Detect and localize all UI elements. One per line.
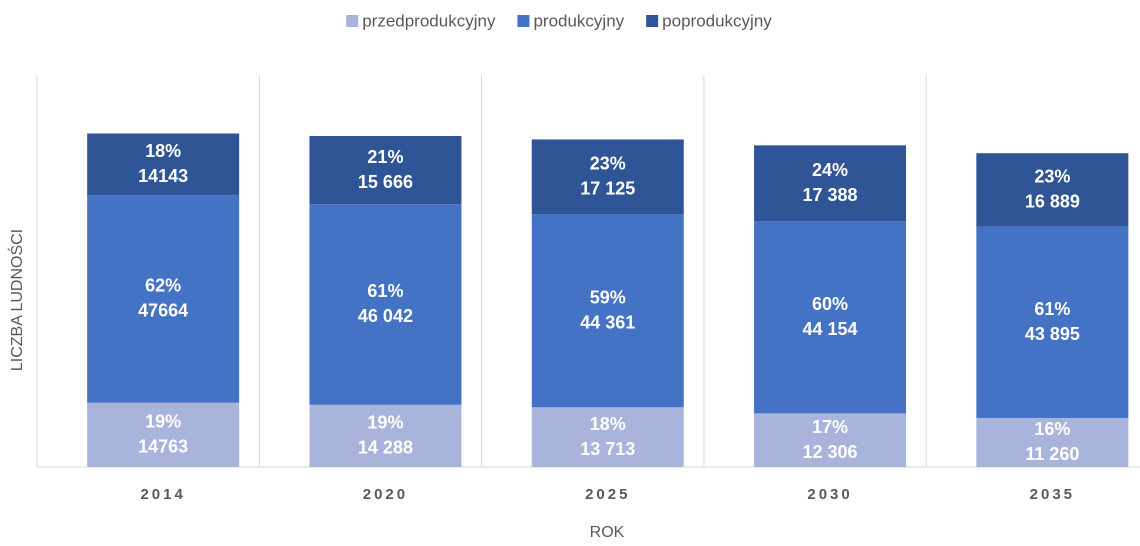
share-label: 18%: [590, 414, 626, 434]
data-label: 44 154: [803, 319, 858, 339]
bar-segment: [754, 145, 907, 222]
data-label: 12 306: [803, 442, 858, 462]
x-axis-label: ROK: [590, 524, 625, 541]
x-tick-label: 2025: [585, 486, 630, 503]
share-label: 24%: [812, 160, 848, 180]
data-label: 16 889: [1025, 192, 1080, 212]
share-label: 17%: [812, 417, 848, 437]
bar-segment: [309, 204, 462, 405]
bar-segment: [754, 221, 907, 414]
x-tick-label: 2035: [1030, 486, 1075, 503]
data-label: 14143: [138, 166, 188, 186]
x-tick-label: 2020: [363, 486, 408, 503]
legend-swatch: [346, 15, 359, 27]
share-label: 21%: [367, 147, 403, 167]
data-label: 43 895: [1025, 324, 1080, 344]
bar-segment: [754, 413, 907, 467]
data-label: 17 388: [803, 185, 858, 205]
bar-segment: [531, 139, 684, 215]
data-label: 11 260: [1025, 444, 1079, 464]
legend-label: przedprodukcyjny: [362, 11, 496, 30]
share-label: 62%: [145, 276, 181, 296]
share-label: 23%: [590, 154, 626, 174]
share-label: 19%: [145, 412, 181, 432]
share-label: 18%: [145, 141, 181, 161]
bar-segment: [87, 195, 240, 403]
bar-segment: [976, 153, 1129, 227]
legend-label: poprodukcyjny: [662, 11, 772, 30]
x-tick-label: 2030: [807, 486, 852, 503]
bar-segment: [531, 407, 684, 467]
data-label: 47664: [138, 301, 188, 321]
bar-segment: [976, 226, 1129, 418]
share-label: 61%: [367, 281, 403, 301]
share-label: 61%: [1034, 299, 1070, 319]
share-label: 16%: [1034, 419, 1070, 439]
bar-segment: [976, 417, 1129, 467]
data-label: 13 713: [580, 439, 635, 459]
share-label: 23%: [1034, 167, 1070, 187]
data-label: 17 125: [580, 179, 635, 199]
x-tick-label: 2014: [140, 486, 185, 503]
share-label: 60%: [812, 294, 848, 314]
share-label: 19%: [367, 413, 403, 433]
bar-segment: [87, 133, 240, 196]
share-label: 59%: [590, 287, 626, 307]
bar-segment: [309, 404, 462, 467]
legend-swatch: [646, 15, 659, 27]
data-label: 14763: [138, 437, 188, 457]
data-label: 44 361: [580, 312, 635, 332]
bar-segment: [531, 214, 684, 408]
y-axis-label: LICZBA LUDNOŚCI: [7, 229, 26, 371]
data-label: 46 042: [358, 306, 413, 326]
legend-label: produkcyjny: [533, 11, 624, 30]
data-label: 15 666: [358, 172, 413, 192]
bar-segment: [87, 402, 240, 467]
data-label: 14 288: [358, 438, 413, 458]
bar-segment: [309, 135, 462, 205]
legend-swatch: [517, 15, 530, 27]
